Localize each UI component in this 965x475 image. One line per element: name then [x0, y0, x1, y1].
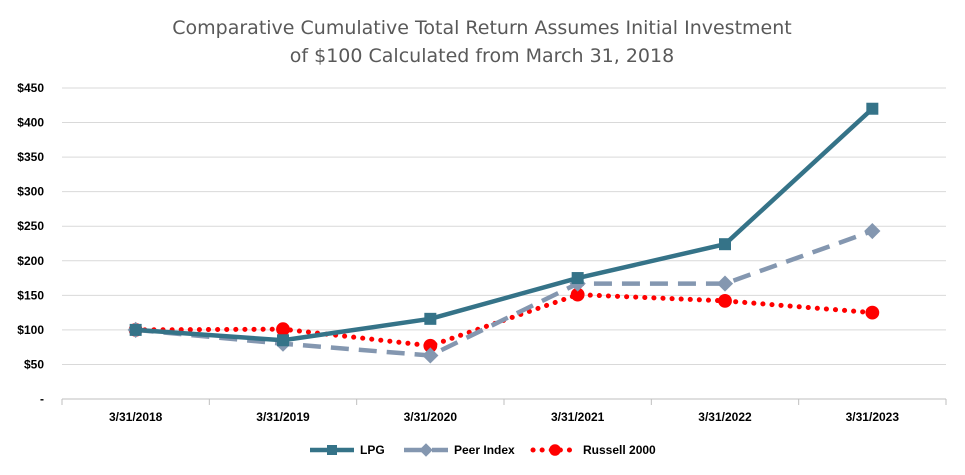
- data-point: [423, 338, 438, 353]
- data-point: [571, 272, 584, 285]
- legend-item: LPG: [310, 443, 385, 457]
- data-point: [277, 334, 289, 347]
- y-tick-label: $350: [17, 150, 44, 164]
- data-point: [419, 443, 433, 457]
- series-line: [135, 107, 874, 343]
- legend-item: Russell 2000: [530, 443, 656, 457]
- data-point: [865, 305, 880, 320]
- series-lpg: [129, 102, 879, 347]
- x-tick-label: 3/31/2022: [698, 410, 752, 424]
- series-peer-index: [127, 222, 881, 364]
- series-line: [135, 228, 874, 358]
- x-tick-label: 3/31/2018: [109, 410, 163, 424]
- x-axis-tick-labels: 3/31/2018 3/31/2019 3/31/2020 3/31/2021 3/31…: [61, 399, 947, 424]
- data-point: [422, 347, 439, 364]
- y-tick-label: $400: [17, 116, 44, 130]
- y-axis-tick-labels: - $50 $100 $150 $200 $250 $300 $350 $400 $450: [17, 81, 44, 406]
- y-tick-label: $450: [17, 81, 44, 95]
- y-tick-label: $150: [17, 288, 44, 302]
- data-point: [276, 322, 290, 337]
- data-point: [549, 444, 561, 456]
- y-tick-label: $50: [24, 357, 44, 371]
- x-tick-label: 3/31/2021: [551, 410, 605, 424]
- gridlines: [62, 87, 946, 400]
- x-tick-label: 3/31/2019: [256, 410, 310, 424]
- data-point: [129, 323, 142, 336]
- data-point: [866, 102, 879, 115]
- y-tick-label: $300: [17, 185, 44, 199]
- data-point: [424, 312, 437, 325]
- legend-label: Peer Index: [454, 443, 515, 457]
- data-point: [718, 293, 732, 308]
- x-tick-label: 3/31/2023: [846, 410, 900, 424]
- y-tick-label: -: [40, 392, 44, 406]
- data-point: [719, 238, 731, 251]
- x-tick-label: 3/31/2020: [404, 410, 458, 424]
- series-lines: [127, 102, 881, 364]
- y-tick-label: $250: [17, 219, 44, 233]
- chart-subtitle: of $100 Calculated from March 31, 2018: [290, 45, 674, 67]
- legend-label: Russell 2000: [583, 443, 656, 457]
- data-point: [864, 222, 881, 240]
- legend: LPG Peer Index Russell 2000: [310, 443, 656, 457]
- y-tick-label: $200: [17, 254, 44, 268]
- legend-label: LPG: [360, 443, 385, 457]
- y-tick-label: $100: [17, 323, 44, 337]
- data-point: [570, 287, 585, 302]
- chart-title: Comparative Cumulative Total Return Assu…: [172, 17, 791, 39]
- data-point: [716, 275, 734, 292]
- data-point: [327, 445, 337, 455]
- legend-item: Peer Index: [404, 443, 515, 457]
